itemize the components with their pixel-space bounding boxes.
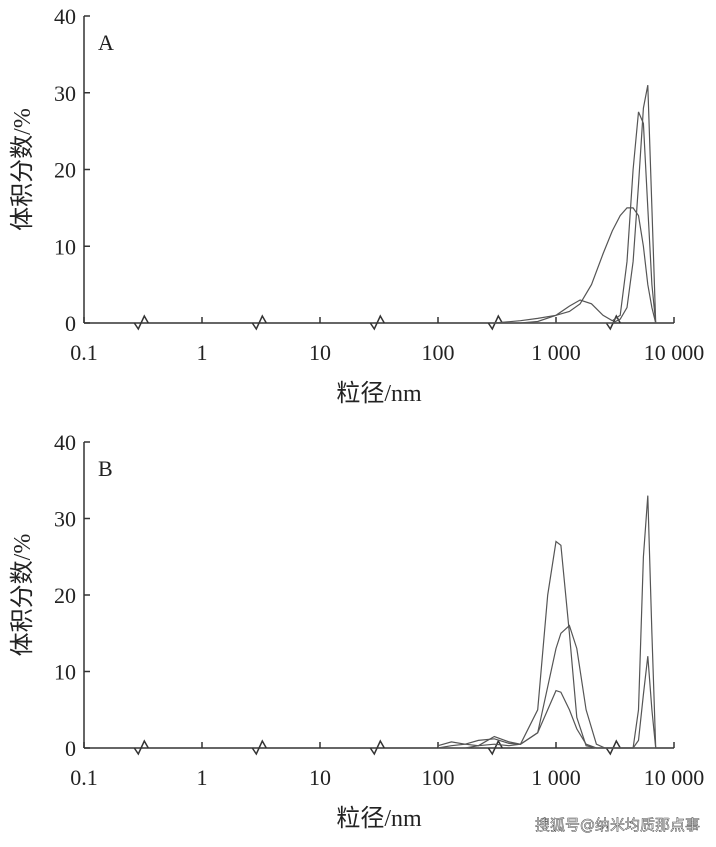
x-tick-label: 0.1 bbox=[70, 765, 98, 790]
y-tick-label: 30 bbox=[54, 81, 76, 106]
y-axis-label: 体积分数/% bbox=[9, 534, 36, 657]
x-tick-label: 100 bbox=[422, 765, 455, 790]
y-tick-label: 20 bbox=[54, 583, 76, 608]
y-tick-label: 40 bbox=[54, 430, 76, 455]
x-tick-label: 100 bbox=[422, 340, 455, 365]
axis-break bbox=[251, 314, 267, 331]
data-line bbox=[437, 689, 656, 749]
x-tick-label: 10 000 bbox=[644, 340, 705, 365]
y-axis-label: 体积分数/% bbox=[9, 108, 36, 231]
data-line bbox=[438, 495, 657, 749]
y-tick-label: 40 bbox=[54, 4, 76, 29]
y-tick-label: 20 bbox=[54, 158, 76, 183]
data-line bbox=[494, 111, 657, 324]
x-tick-label: 1 000 bbox=[531, 765, 581, 790]
panel-label: A bbox=[98, 30, 114, 55]
x-tick-label: 10 bbox=[309, 340, 331, 365]
data-line bbox=[494, 207, 657, 324]
data-line bbox=[494, 84, 657, 324]
x-axis-label: 粒径/nm bbox=[336, 805, 422, 832]
x-tick-label: 1 bbox=[197, 340, 208, 365]
axis-break bbox=[133, 739, 149, 756]
y-tick-label: 10 bbox=[54, 234, 76, 259]
y-tick-label: 30 bbox=[54, 507, 76, 532]
y-tick-label: 0 bbox=[65, 736, 76, 761]
axis-break bbox=[251, 739, 267, 756]
x-axis-label: 粒径/nm bbox=[336, 380, 422, 407]
panel-label: B bbox=[98, 456, 113, 481]
x-tick-label: 1 bbox=[197, 765, 208, 790]
x-tick-label: 10 bbox=[309, 765, 331, 790]
axis-break bbox=[369, 739, 385, 756]
x-tick-label: 0.1 bbox=[70, 340, 98, 365]
y-tick-label: 10 bbox=[54, 660, 76, 685]
y-tick-label: 0 bbox=[65, 311, 76, 336]
axis-break bbox=[369, 314, 385, 331]
watermark: 搜狐号@纳米均质那点事 bbox=[535, 816, 700, 834]
data-line bbox=[437, 624, 657, 749]
x-tick-label: 1 000 bbox=[531, 340, 581, 365]
x-tick-label: 10 000 bbox=[644, 765, 705, 790]
axis-break bbox=[133, 314, 149, 331]
